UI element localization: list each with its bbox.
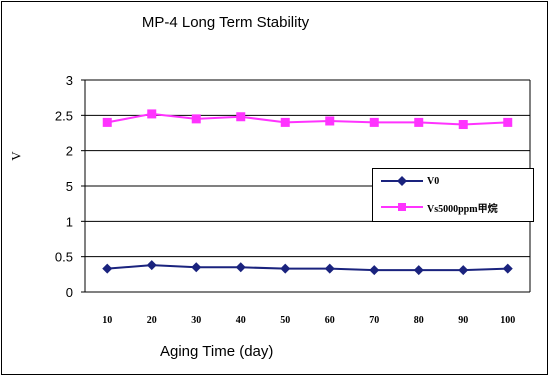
x-tick-label: 100 [500,315,515,326]
y-axis-label: V [8,151,24,161]
data-point [102,117,112,127]
data-point [280,263,291,274]
y-tick-label: 2 [66,144,73,159]
series-line [107,112,508,126]
x-axis-label: Aging Time (day) [160,343,274,360]
data-point [369,265,380,276]
data-point [325,116,335,126]
x-tick-label: 50 [280,315,290,326]
legend-swatch-vs [381,203,423,211]
data-point [369,117,379,127]
x-tick-label: 20 [147,315,157,326]
legend-swatch-v0 [381,176,423,186]
data-point [458,265,469,276]
legend-item-vs: Vs5000ppm甲烷 [379,199,498,215]
data-point [503,117,513,127]
data-point [502,263,513,274]
x-tick-label: 30 [191,315,201,326]
x-tick-label: 80 [414,315,424,326]
chart-title: MP-4 Long Term Stability [141,14,310,31]
y-tick-label: 0 [66,285,73,300]
data-point [191,114,201,124]
y-tick-label: 0.5 [55,250,73,265]
data-point [324,263,335,274]
series-line [107,264,508,272]
data-point [414,117,424,127]
y-tick-label: 2.5 [55,108,73,123]
data-point [236,112,246,122]
x-tick-label: 90 [458,315,468,326]
legend-label-vs: Vs5000ppm甲烷 [427,203,498,215]
data-point [191,262,202,273]
data-point [102,263,113,274]
x-tick-label: 60 [325,315,335,326]
data-point [147,109,157,119]
data-point [458,120,468,130]
legend-item-v0: V0 [379,173,439,189]
legend: V0 Vs5000ppm甲烷 [372,168,534,222]
x-tick-label: 40 [236,315,246,326]
x-tick-label: 10 [102,315,112,326]
data-point [280,117,290,127]
y-tick-label: 3 [66,73,73,88]
y-tick-label: 1 [66,214,73,229]
data-point [413,265,424,276]
x-tick-label: 70 [369,315,379,326]
legend-label-v0: V0 [427,175,440,187]
data-point [235,262,246,273]
y-tick-label: 5 [66,179,73,194]
data-point [146,260,157,271]
